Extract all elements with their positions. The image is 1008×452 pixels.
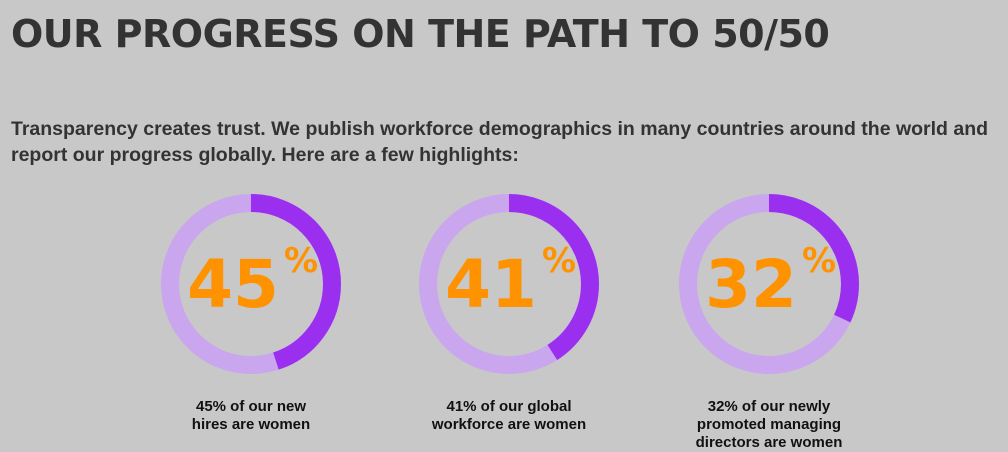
ring-progress: [161, 194, 341, 374]
stat-caption: 41% of our global workforce are women: [431, 398, 587, 433]
donut-chart: 45 %: [161, 194, 341, 374]
donut-chart: 41 %: [419, 194, 599, 374]
stat-card: 41 % 41% of our global workforce are wom…: [389, 184, 629, 434]
stat-percent-sign: %: [284, 241, 318, 281]
page-title: OUR PROGRESS ON THE PATH TO 50/50: [11, 12, 830, 56]
stat-percent-sign: %: [542, 241, 576, 281]
stat-card: 45 % 45% of our new hires are women: [131, 184, 371, 434]
stat-number: 32: [705, 246, 797, 323]
ring-progress: [419, 194, 599, 374]
stat-caption: 32% of our newly promoted managing direc…: [695, 398, 843, 451]
stat-card: 32 % 32% of our newly promoted managing …: [649, 184, 889, 452]
intro-text: Transparency creates trust. We publish w…: [11, 118, 989, 166]
stat-percent-sign: %: [802, 241, 836, 281]
donut-chart: 32 %: [679, 194, 859, 374]
stat-number: 41: [445, 246, 537, 323]
ring-progress: [679, 194, 859, 374]
stat-number: 45: [187, 246, 279, 323]
stat-caption: 45% of our new hires are women: [191, 398, 311, 433]
